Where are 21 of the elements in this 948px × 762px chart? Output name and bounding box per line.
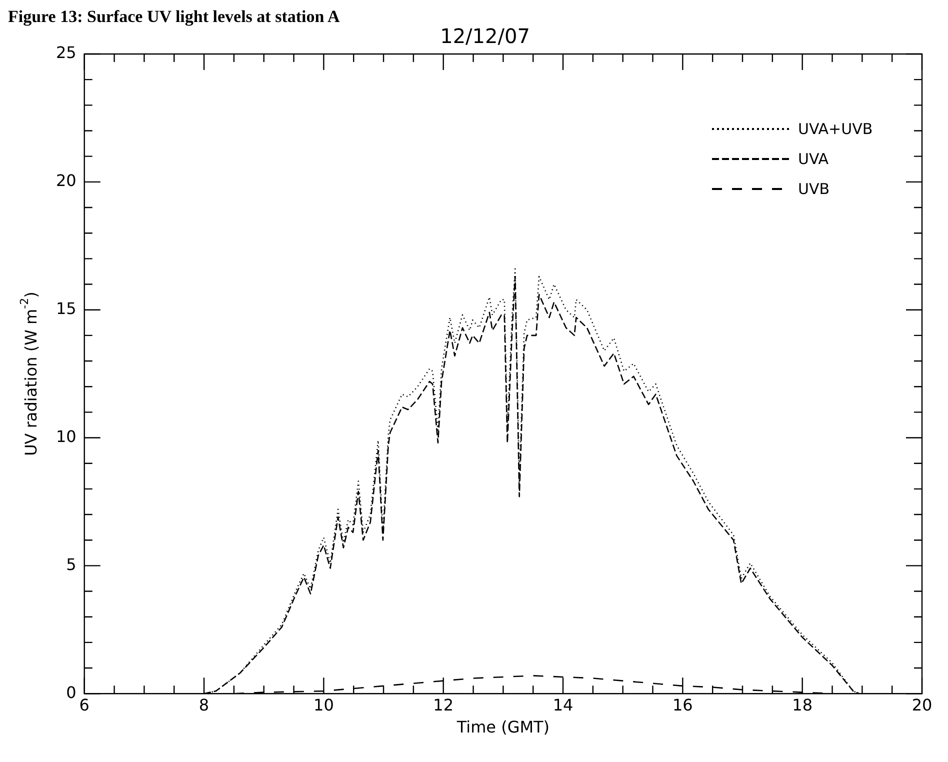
y-tick-label: 25: [56, 43, 76, 62]
x-tick-label: 12: [433, 695, 454, 714]
x-tick-label: 14: [552, 695, 574, 714]
legend-label: UVA+UVB: [798, 120, 873, 138]
x-tick-label: 10: [314, 695, 334, 714]
y-axis-title: UV radiation (W m-2): [18, 292, 41, 456]
x-tick-label: 16: [672, 695, 693, 714]
caption: Figure 13: Surface UV light levels at station A: [8, 7, 341, 26]
y-tick-label: 5: [66, 554, 76, 574]
chart-title: 12/12/07: [440, 24, 530, 48]
x-tick-label: 18: [792, 695, 813, 714]
x-tick-label: 6: [79, 695, 90, 714]
y-tick-label: 20: [56, 171, 76, 190]
x-axis-title: Time (GMT): [456, 718, 550, 737]
x-tick-label: 8: [198, 695, 210, 714]
y-tick-label: 0: [66, 682, 76, 702]
x-tick-label: 20: [912, 695, 932, 714]
y-tick-label: 10: [56, 426, 76, 446]
legend-label: UVA: [798, 150, 829, 168]
y-tick-label: 15: [56, 298, 76, 318]
legend-label: UVB: [798, 180, 830, 198]
